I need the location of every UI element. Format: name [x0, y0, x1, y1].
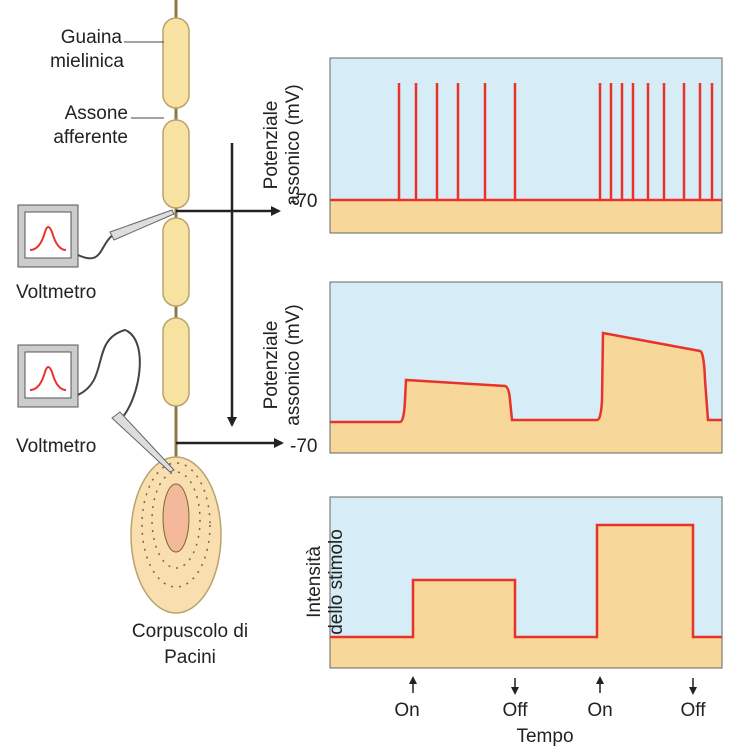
y-label: assonico (mV) [283, 84, 304, 205]
neuron-illustration [18, 0, 282, 613]
y-tick: -70 [290, 191, 317, 212]
corpuscle-label: Pacini [164, 647, 216, 668]
x-axis-label: Tempo [516, 726, 573, 747]
panel: Intensità dello stimolo [304, 497, 722, 668]
myelin-label: mielinica [50, 51, 124, 72]
voltmeter-label: Voltmetro [16, 282, 96, 303]
axon-label: Assone [65, 103, 128, 124]
axon-label: afferente [53, 127, 128, 148]
y-label: Potenziale [261, 321, 282, 410]
event-label: Off [503, 700, 529, 721]
y-label: Potenziale [261, 101, 282, 190]
panel: Potenziale assonico (mV) -70 [261, 282, 722, 457]
event-label: Off [681, 700, 707, 721]
panel: Potenziale assonico (mV) -70 [261, 58, 722, 233]
voltmeter-label: Voltmetro [16, 436, 96, 457]
myelin-label: Guaina [61, 27, 123, 48]
y-tick: -70 [290, 436, 317, 457]
y-label: dello stimolo [326, 529, 347, 635]
event-label: On [587, 700, 612, 721]
diagram: Guaina mielinica Assone afferente Voltme… [0, 0, 734, 754]
corpuscle-label: Corpuscolo di [132, 621, 248, 642]
event-label: On [394, 700, 419, 721]
y-label: assonico (mV) [283, 304, 304, 425]
time-axis: On Off On Off Tempo [394, 678, 706, 747]
y-label: Intensità [304, 546, 325, 618]
